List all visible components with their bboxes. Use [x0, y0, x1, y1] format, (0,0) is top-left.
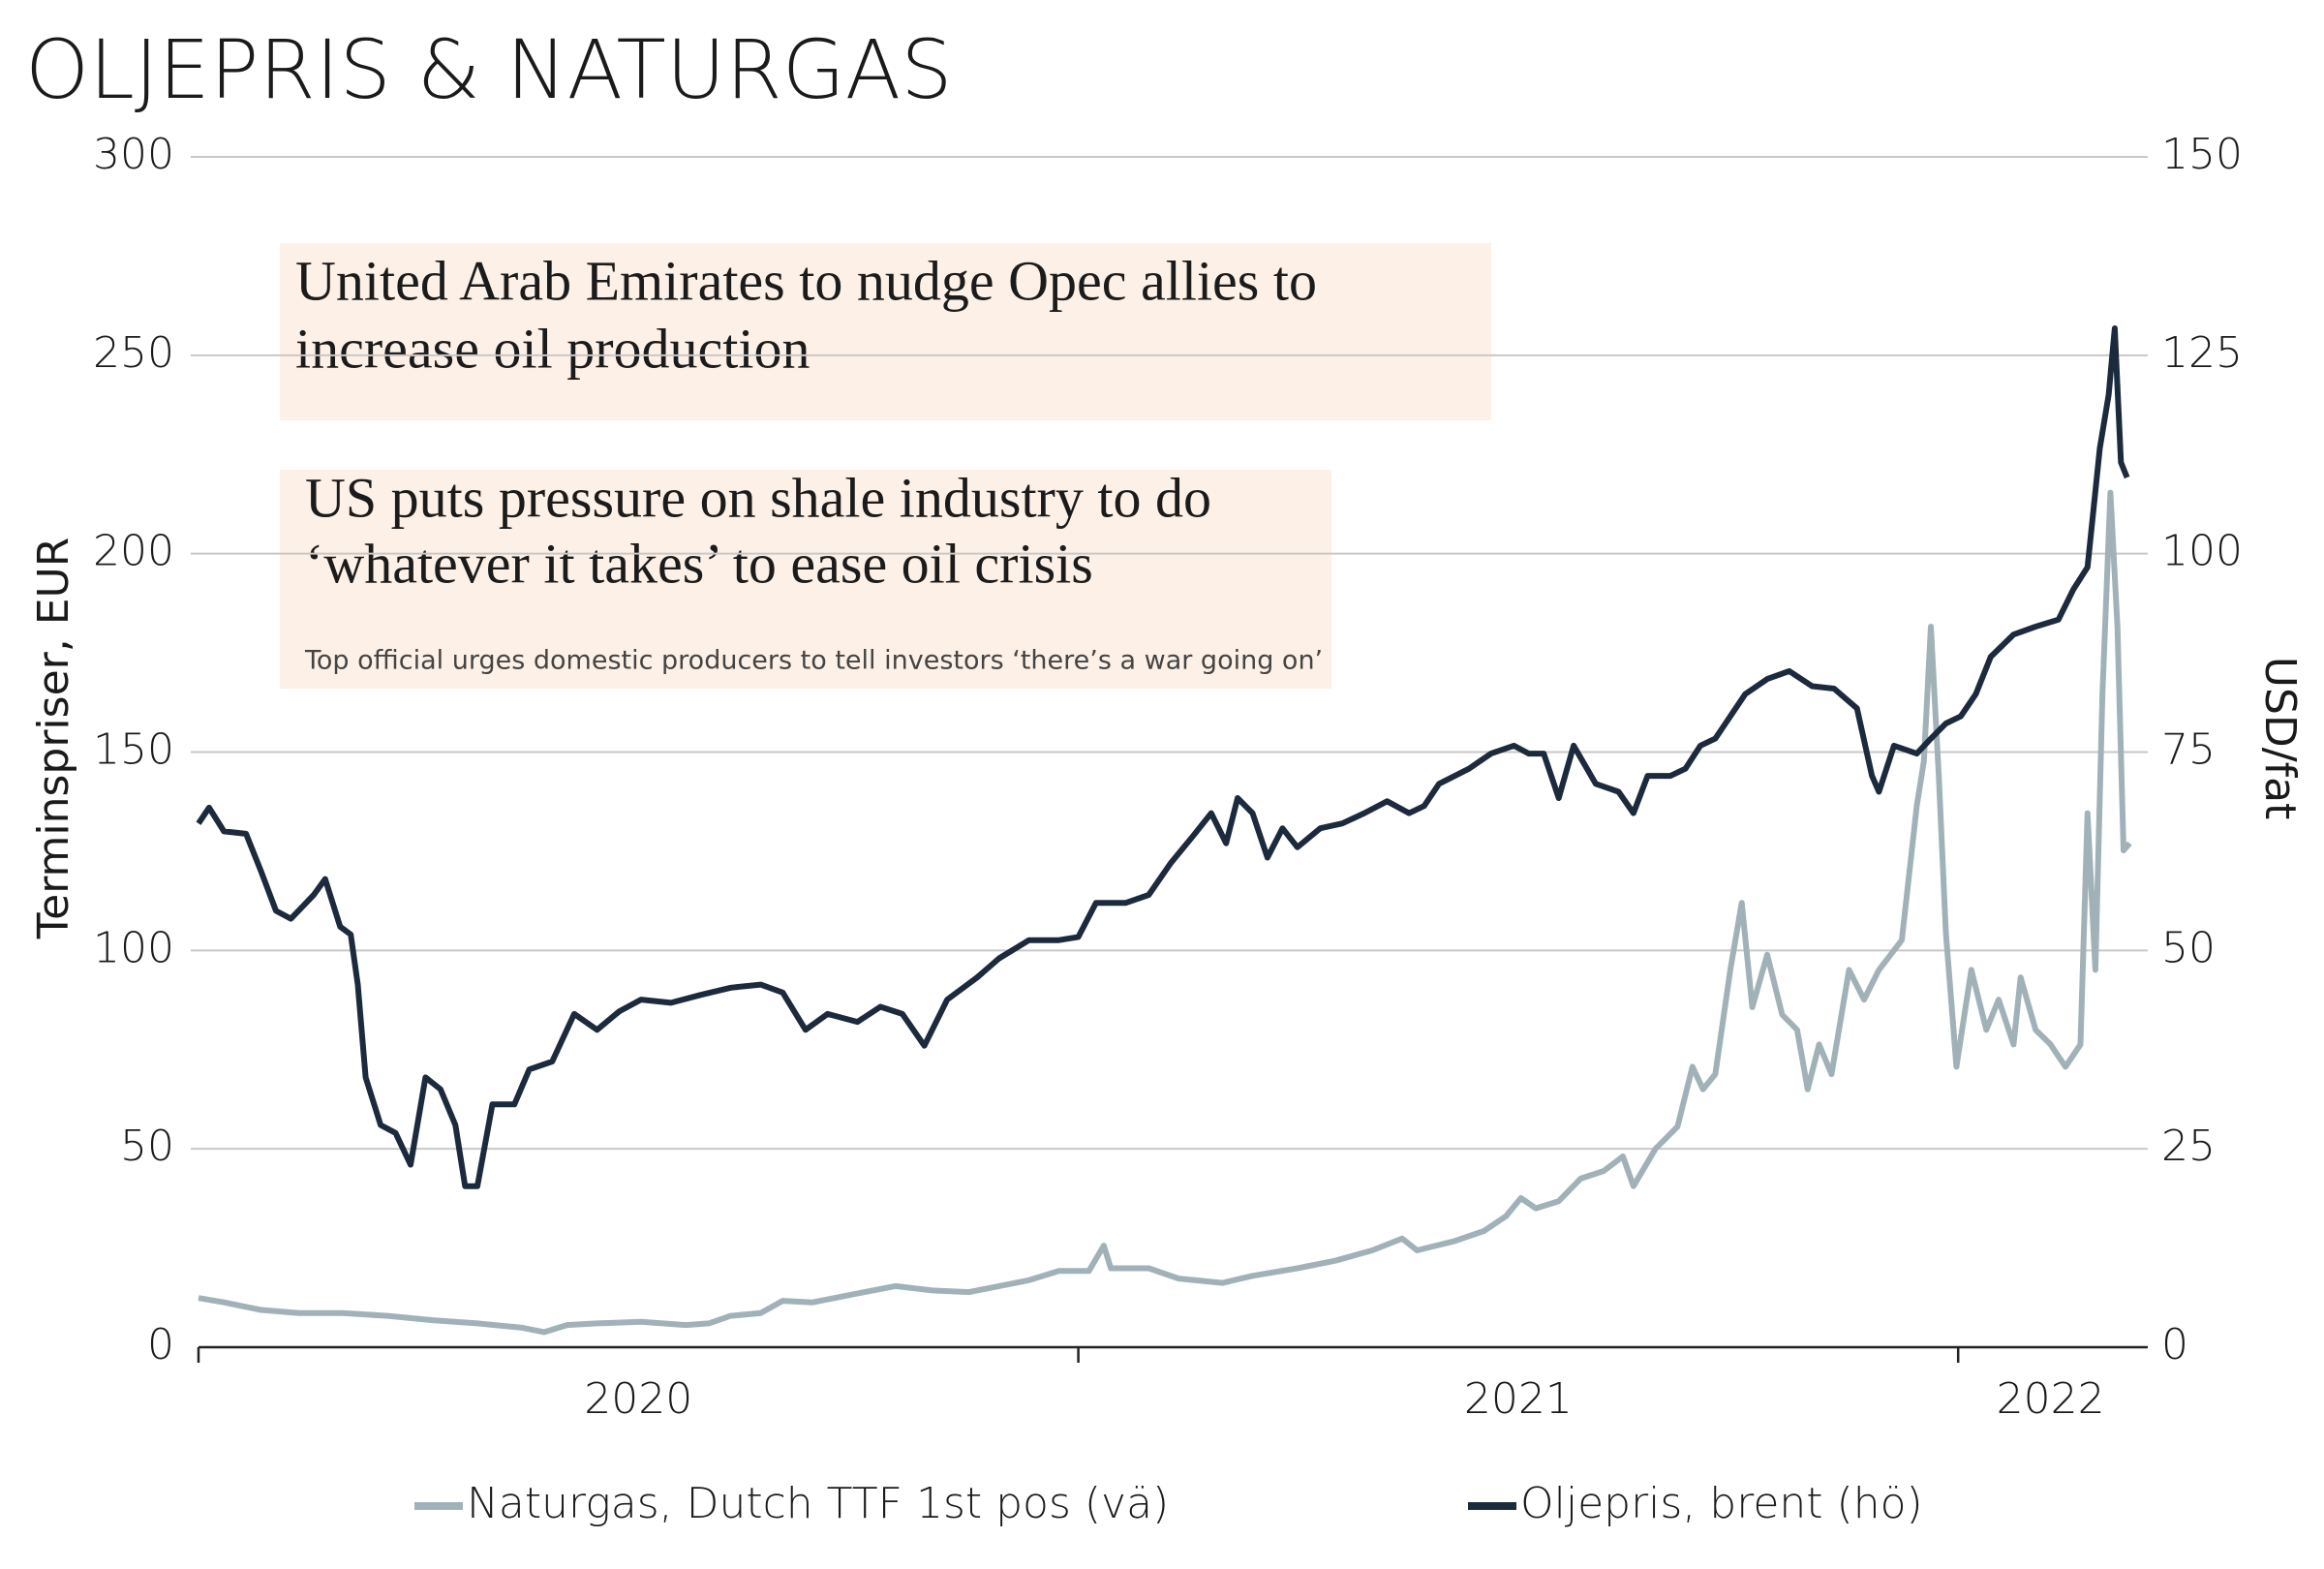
- x-tick-label: 2021: [1464, 1374, 1573, 1424]
- annotation-subtext: Top official urges domestic producers to…: [304, 646, 1323, 676]
- y2-tick-label: 0: [2161, 1320, 2188, 1369]
- y-tick-label: 50: [120, 1122, 174, 1171]
- annotation-text: ‘whatever it takes’ to ease oil crisis: [305, 532, 1093, 595]
- y-tick-label: 0: [147, 1320, 174, 1369]
- y2-tick-label: 125: [2161, 328, 2243, 378]
- y-tick-label: 150: [93, 725, 174, 775]
- y-tick-label: 100: [93, 923, 174, 972]
- annotation-box: [280, 243, 1491, 420]
- x-tick-label: 2022: [1997, 1374, 2105, 1424]
- annotation-text: increase oil production: [295, 317, 810, 380]
- line-series: [198, 489, 2132, 1336]
- y-axis-label: Terminspriser, EUR: [29, 538, 78, 940]
- y-tick-label: 300: [93, 130, 174, 179]
- y2-tick-label: 25: [2161, 1122, 2216, 1171]
- y-tick-label: 200: [93, 527, 174, 576]
- legend-label: Oljepris, brent (hö): [1520, 1479, 1923, 1528]
- annotation-box: [280, 470, 1331, 689]
- x-tick-label: 2020: [584, 1374, 692, 1424]
- y2-tick-label: 100: [2161, 527, 2243, 576]
- y2-axis-label: USD/fat: [2255, 657, 2305, 820]
- legend-label: Naturgas, Dutch TTF 1st pos (vä): [467, 1479, 1169, 1528]
- y2-tick-label: 75: [2161, 725, 2216, 775]
- y2-tick-label: 150: [2161, 130, 2243, 179]
- line-series: [196, 325, 2130, 1189]
- y-tick-label: 250: [93, 328, 174, 378]
- annotation-text: United Arab Emirates to nudge Opec allie…: [295, 249, 1317, 312]
- annotation-text: US puts pressure on shale industry to do: [305, 466, 1211, 529]
- y2-tick-label: 50: [2161, 923, 2216, 972]
- chart-title: OLJEPRIS & NATURGAS: [25, 22, 953, 117]
